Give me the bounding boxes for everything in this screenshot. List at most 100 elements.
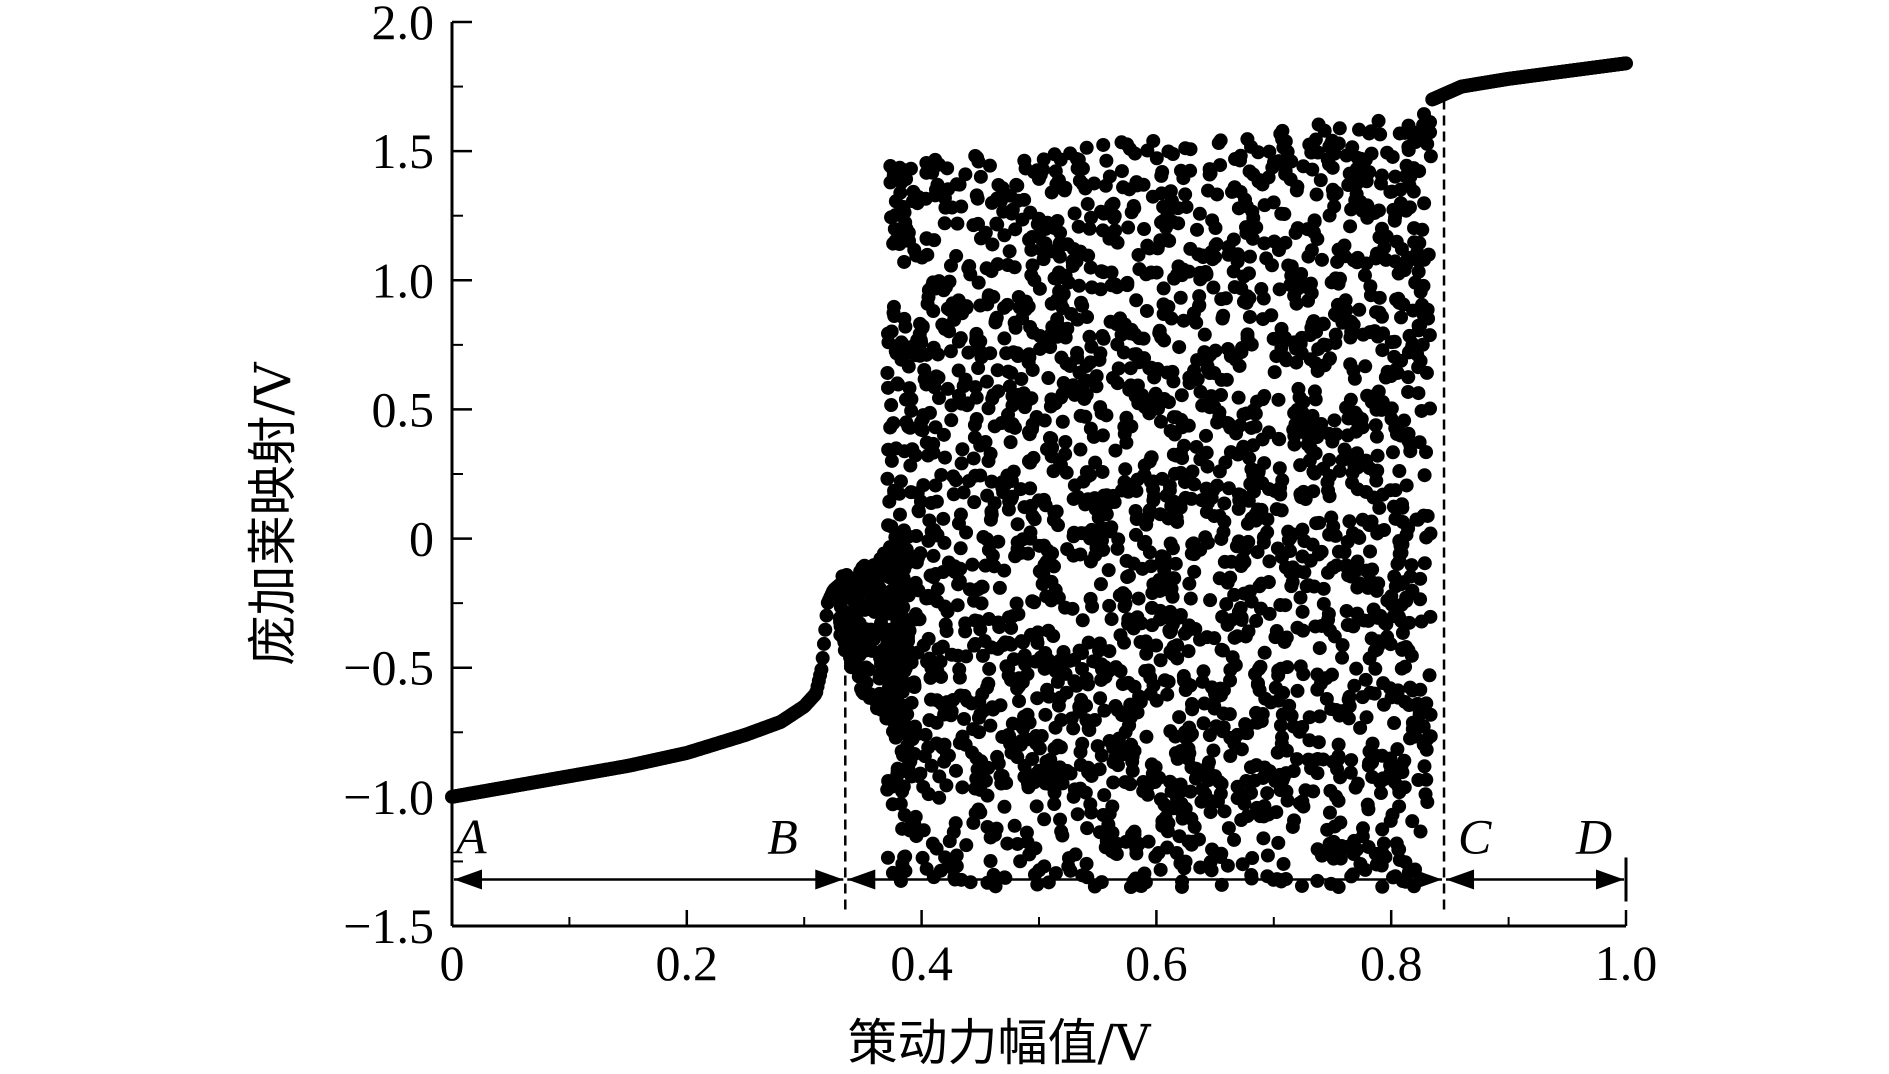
data-point <box>897 254 912 269</box>
data-point <box>1221 821 1236 836</box>
data-point <box>1009 596 1024 611</box>
data-point <box>1148 363 1163 378</box>
data-points <box>445 56 1633 895</box>
data-point <box>1047 221 1062 236</box>
data-point <box>1104 612 1119 627</box>
data-point <box>1360 797 1375 812</box>
data-point <box>1213 133 1228 148</box>
data-point <box>1329 427 1344 442</box>
data-point <box>1185 464 1200 479</box>
data-point <box>1093 577 1108 592</box>
data-point <box>1083 554 1098 569</box>
data-point <box>913 766 928 781</box>
region-label-b: B <box>767 809 798 865</box>
data-point <box>1288 225 1303 240</box>
data-point <box>893 474 908 489</box>
data-point <box>959 838 974 853</box>
data-point <box>1217 554 1232 569</box>
data-point <box>1153 603 1168 618</box>
data-point <box>1063 863 1078 878</box>
data-point <box>1160 840 1175 855</box>
data-point <box>1307 384 1322 399</box>
data-point <box>1101 563 1116 578</box>
data-point <box>1322 527 1337 542</box>
data-point <box>1350 460 1365 475</box>
data-point <box>1038 707 1053 722</box>
arrow-head <box>1596 869 1624 890</box>
data-point <box>926 436 941 451</box>
data-point <box>1092 762 1107 777</box>
data-point <box>961 345 976 360</box>
data-point <box>1129 293 1144 308</box>
data-point <box>924 758 939 773</box>
data-point <box>1160 687 1175 702</box>
data-point <box>1294 878 1309 893</box>
data-point <box>1250 502 1265 517</box>
data-point <box>1257 645 1272 660</box>
data-point <box>1250 677 1265 692</box>
data-point <box>1054 713 1069 728</box>
data-point <box>972 694 987 709</box>
data-point <box>1102 644 1117 659</box>
data-point <box>974 770 989 785</box>
data-point <box>1419 365 1434 380</box>
data-point <box>1195 248 1210 263</box>
data-point <box>1287 813 1302 828</box>
data-point <box>1017 759 1032 774</box>
data-point <box>903 549 918 564</box>
data-point <box>1283 172 1298 187</box>
data-point <box>1333 815 1348 830</box>
data-point <box>1030 691 1045 706</box>
data-point <box>1387 569 1402 584</box>
data-point <box>1273 480 1288 495</box>
data-point <box>917 749 932 764</box>
y-tick-label: 1.0 <box>372 252 435 308</box>
data-point <box>1075 736 1090 751</box>
data-point <box>1167 466 1182 481</box>
data-point <box>1350 255 1365 270</box>
data-point <box>1335 650 1350 665</box>
data-point <box>1037 859 1052 874</box>
data-point <box>1070 807 1085 822</box>
data-point <box>1399 158 1414 173</box>
data-point <box>1355 512 1370 527</box>
data-point <box>1123 777 1138 792</box>
data-point <box>1029 799 1044 814</box>
data-point <box>1343 765 1358 780</box>
data-point <box>1287 428 1302 443</box>
data-point <box>1320 822 1335 837</box>
data-point <box>1283 531 1298 546</box>
data-point <box>1274 661 1289 676</box>
data-point <box>1394 310 1409 325</box>
data-point <box>1011 607 1026 622</box>
data-point <box>904 392 919 407</box>
data-point <box>1053 812 1068 827</box>
data-point <box>1244 337 1259 352</box>
data-point <box>919 231 934 246</box>
data-point <box>1399 478 1414 493</box>
data-point <box>1312 515 1327 530</box>
data-point <box>1048 164 1063 179</box>
data-point <box>938 617 953 632</box>
data-point <box>1306 225 1321 240</box>
data-point <box>1374 168 1389 183</box>
data-point <box>1002 244 1017 259</box>
data-point <box>942 834 957 849</box>
data-point <box>1306 484 1321 499</box>
data-point <box>1260 848 1275 863</box>
data-point <box>1399 593 1414 608</box>
data-point <box>1137 222 1152 237</box>
data-point <box>1228 658 1243 673</box>
data-point <box>927 380 942 395</box>
data-point <box>1207 631 1222 646</box>
data-point <box>1050 312 1065 327</box>
data-point <box>1348 405 1363 420</box>
data-point <box>1123 710 1138 725</box>
data-point <box>861 571 876 586</box>
data-point <box>1302 710 1317 725</box>
data-point <box>1067 206 1082 221</box>
data-point <box>1157 562 1172 577</box>
data-point <box>1169 410 1184 425</box>
data-point <box>937 216 952 231</box>
data-point <box>1201 755 1216 770</box>
